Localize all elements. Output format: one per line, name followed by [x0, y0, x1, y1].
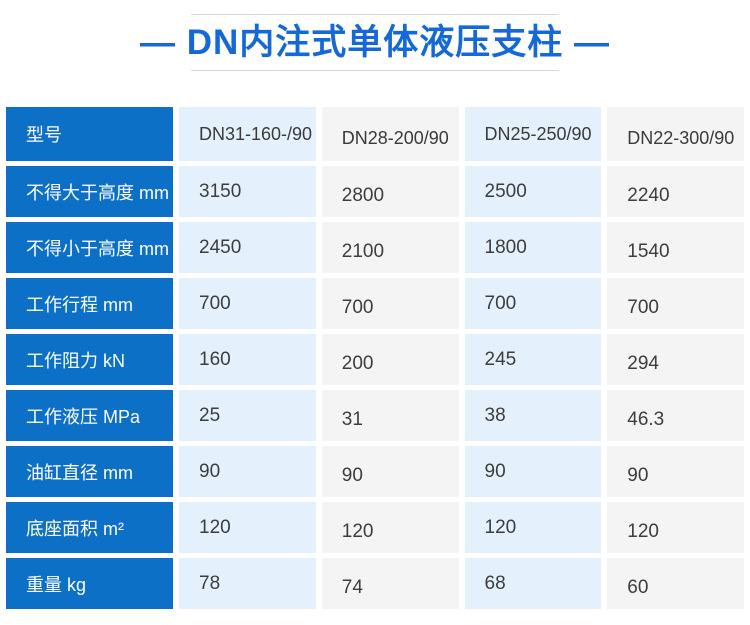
title-block: — DN内注式单体液压支柱 — [0, 0, 750, 71]
value-cell: 68 [464, 558, 602, 609]
value-cell: 46.3 [607, 390, 744, 441]
value-cell: 2100 [321, 222, 459, 273]
model-header-cell: DN25-250/90 [464, 107, 602, 161]
value-cell: 2450 [179, 222, 316, 273]
value-cell: 60 [607, 558, 744, 609]
page-title: — DN内注式单体液压支柱 — [139, 23, 610, 62]
value-cell: 1540 [607, 222, 744, 273]
value-cell: 74 [321, 558, 459, 609]
value-cell: 90 [607, 446, 744, 497]
value-cell: 38 [464, 390, 602, 441]
title-divider-bottom [191, 70, 559, 71]
row-label-model: 型号 [6, 107, 173, 161]
value-cell: 294 [607, 334, 744, 385]
value-cell: 1800 [464, 222, 602, 273]
row-label-working-pressure: 工作液压 MPa [6, 390, 173, 441]
model-header-cell: DN22-300/90 [607, 107, 744, 161]
row-label-working-stroke: 工作行程 mm [6, 278, 173, 329]
value-cell: 2800 [321, 166, 459, 217]
row-label-min-height: 不得小于高度 mm [6, 222, 173, 273]
title-divider-top [191, 14, 559, 15]
value-cell: 700 [321, 278, 459, 329]
model-header-cell: DN28-200/90 [321, 107, 459, 161]
spec-table: 型号 DN31-160-/90 DN28-200/90 DN25-250/90 … [6, 107, 744, 609]
row-label-base-area: 底座面积 m² [6, 502, 173, 553]
value-cell: 120 [464, 502, 602, 553]
value-cell: 90 [464, 446, 602, 497]
value-cell: 25 [179, 390, 316, 441]
row-label-max-height: 不得大于高度 mm [6, 166, 173, 217]
value-cell: 700 [464, 278, 602, 329]
value-cell: 90 [321, 446, 459, 497]
value-cell: 2500 [464, 166, 602, 217]
value-cell: 200 [321, 334, 459, 385]
row-label-cylinder-diameter: 油缸直径 mm [6, 446, 173, 497]
value-cell: 3150 [179, 166, 316, 217]
value-cell: 2240 [607, 166, 744, 217]
value-cell: 31 [321, 390, 459, 441]
value-cell: 90 [179, 446, 316, 497]
value-cell: 700 [607, 278, 744, 329]
value-cell: 245 [464, 334, 602, 385]
model-header-cell: DN31-160-/90 [179, 107, 316, 161]
value-cell: 700 [179, 278, 316, 329]
value-cell: 120 [321, 502, 459, 553]
value-cell: 160 [179, 334, 316, 385]
row-label-weight: 重量 kg [6, 558, 173, 609]
value-cell: 120 [179, 502, 316, 553]
value-cell: 78 [179, 558, 316, 609]
row-label-working-resistance: 工作阻力 kN [6, 334, 173, 385]
value-cell: 120 [607, 502, 744, 553]
